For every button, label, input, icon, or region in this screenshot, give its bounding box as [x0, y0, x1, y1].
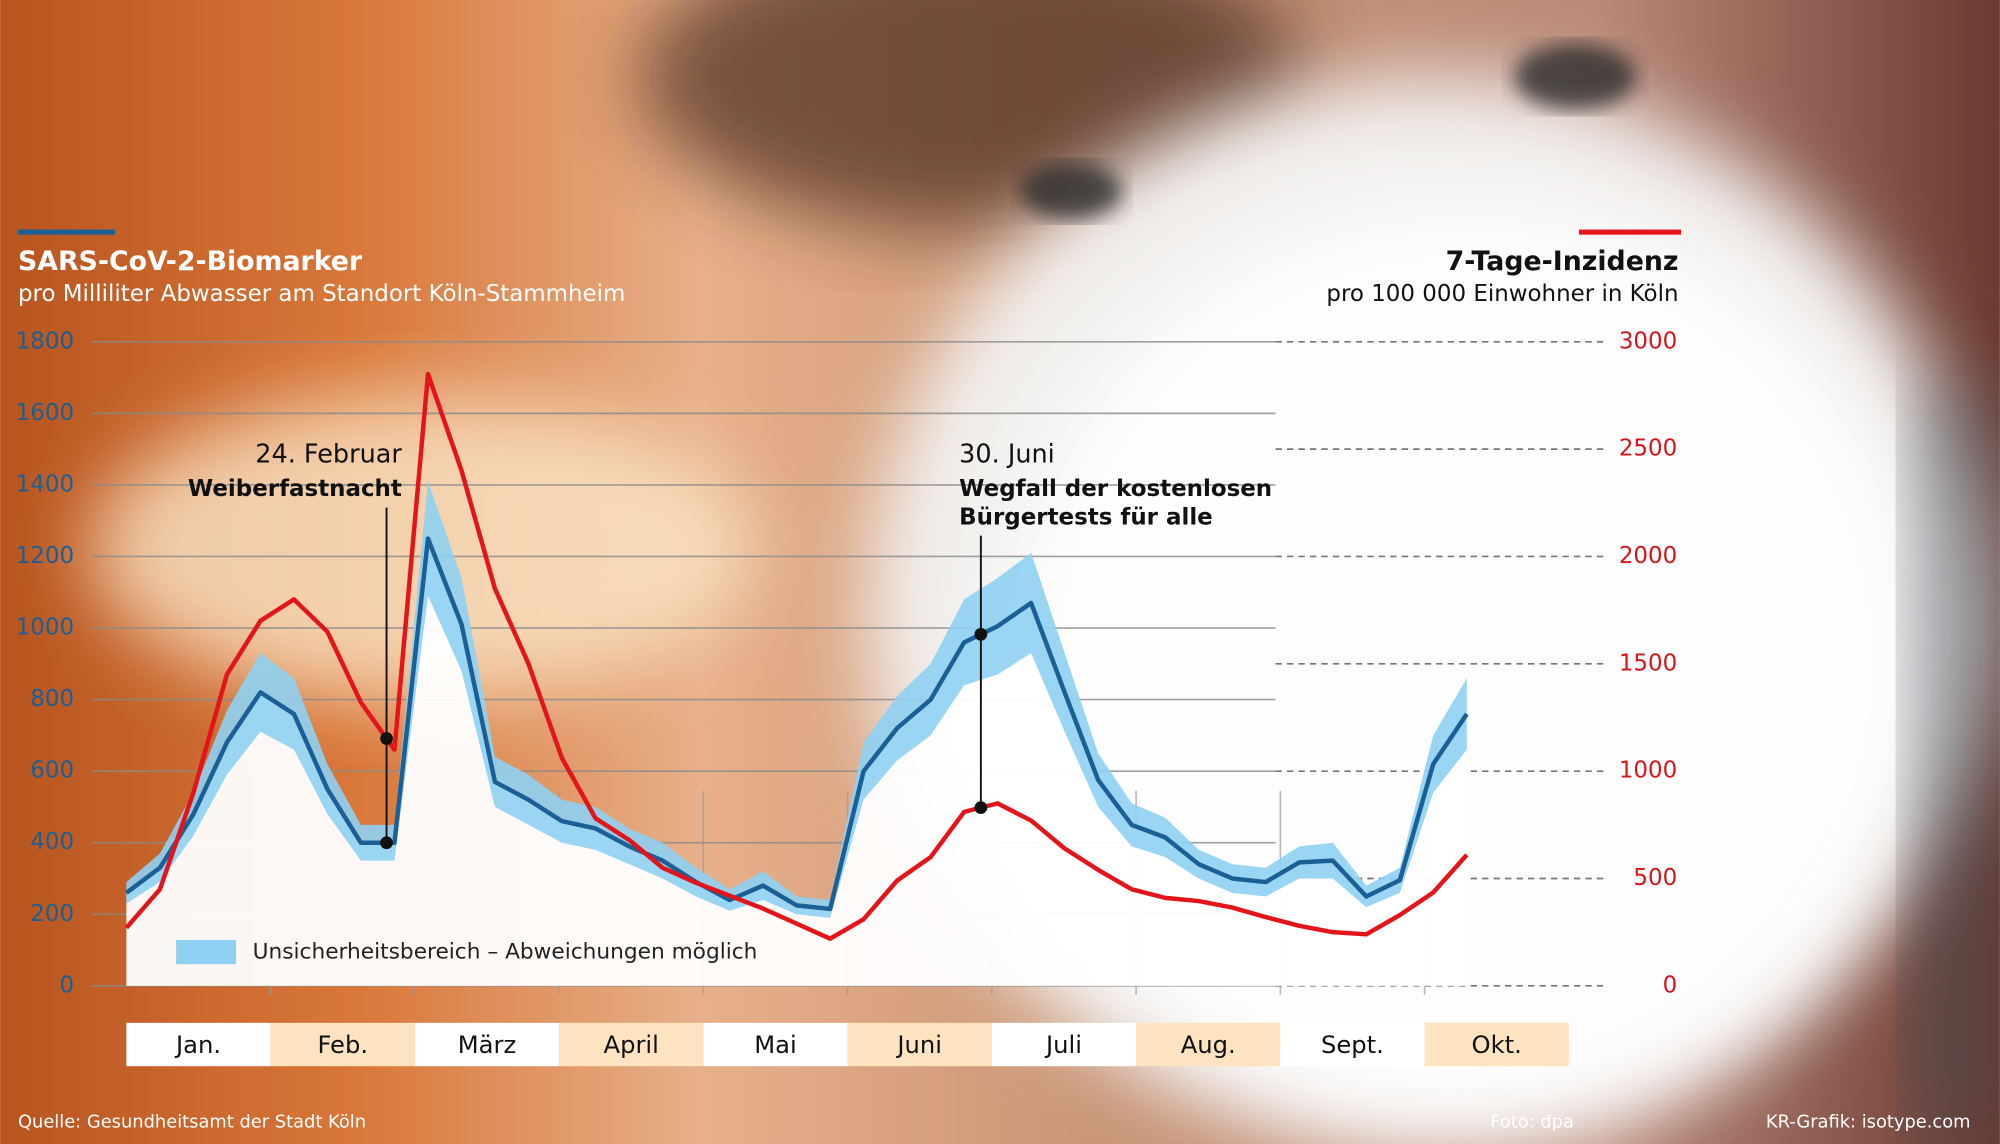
x-tick-label: März: [458, 1031, 516, 1059]
annotation-dot: [974, 627, 988, 641]
annotation-dot: [974, 801, 988, 815]
graphic-credit: KR-Grafik: isotype.com: [1766, 1111, 1971, 1132]
y-tick-label: 1000: [16, 615, 74, 641]
month-band: [1424, 1022, 1569, 1067]
y2-tick-label: 0: [1663, 972, 1678, 998]
photo-credit: Foto: dpa: [1490, 1111, 1574, 1132]
annotation-date: 24. Februar: [255, 439, 402, 469]
y-tick-label: 600: [30, 758, 74, 784]
month-band: [1280, 1022, 1425, 1067]
y2-tick-label: 3000: [1619, 328, 1677, 354]
month-band: [559, 1022, 704, 1067]
x-tick-label: Juni: [895, 1031, 942, 1059]
line-series: [125, 536, 1469, 912]
x-tick-label: Jan.: [174, 1031, 221, 1059]
y-tick-label: 800: [30, 686, 74, 712]
uncertainty-band: [126, 481, 1467, 918]
y-tick-label: 1200: [16, 543, 74, 569]
month-band: [991, 1022, 1137, 1067]
y2-tick-label: 1000: [1619, 758, 1677, 784]
y-tick-label: 1600: [16, 400, 74, 426]
x-tick-label: Juli: [1044, 1031, 1082, 1059]
month-band: [414, 1022, 560, 1067]
y2-tick-label: 500: [1633, 865, 1677, 891]
plot-area: 0 200 400 600 800 1000 1200 1400 1600 1800 0 500 100…: [16, 328, 1678, 1067]
left-axis-subtitle: pro Milliliter Abwasser am Standort Köln…: [18, 281, 625, 307]
x-tick-label: Aug.: [1181, 1031, 1236, 1059]
line-series: [124, 371, 1469, 941]
annotation-dot: [380, 836, 393, 850]
x-tick-label: Feb.: [317, 1031, 368, 1059]
y2-tick-label: 2000: [1619, 543, 1677, 569]
month-band: [126, 1022, 271, 1067]
left-axis-title: SARS-CoV-2-Biomarker: [18, 246, 363, 277]
y-tick-label: 1400: [16, 471, 74, 497]
source: Quelle: Gesundheitsamt der Stadt Köln: [18, 1111, 366, 1132]
y2-tick-label: 1500: [1619, 650, 1677, 676]
right-axis-title: 7-Tage-Inzidenz: [1446, 246, 1679, 277]
month-band: [270, 1022, 415, 1067]
x-tick-label: Okt.: [1472, 1031, 1522, 1059]
y-tick-label: 200: [30, 901, 74, 927]
legend-swatch-band: [176, 939, 237, 965]
legend-band-label: Unsicherheitsbereich – Abweichungen mögl…: [253, 940, 758, 965]
y-tick-label: 400: [30, 829, 74, 855]
annotation-dot: [380, 732, 393, 745]
legend-swatch-incidence: [1579, 229, 1682, 235]
annotation-text: Wegfall der kostenlosen: [959, 476, 1272, 502]
month-band: [703, 1022, 848, 1067]
x-tick-label: April: [604, 1031, 659, 1059]
x-tick-label: Mai: [754, 1031, 796, 1059]
month-band: [847, 1022, 992, 1067]
annotation-text: Bürgertests für alle: [959, 504, 1213, 530]
annotation-text: Weiberfastnacht: [188, 476, 402, 502]
y-tick-label: 1800: [16, 328, 74, 354]
annotation-date: 30. Juni: [959, 439, 1055, 469]
x-tick-label: Sept.: [1321, 1031, 1384, 1059]
y2-tick-label: 2500: [1619, 436, 1677, 462]
legend-swatch-biomarker: [17, 229, 115, 235]
month-band: [1136, 1022, 1281, 1067]
right-axis-subtitle: pro 100 000 Einwohner in Köln: [1326, 281, 1678, 307]
y-tick-label: 0: [59, 972, 74, 998]
